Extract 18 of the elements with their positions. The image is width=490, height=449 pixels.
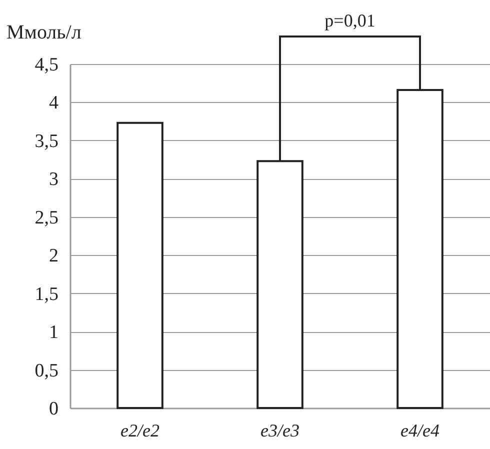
x-tick-label: e3/e3 xyxy=(260,420,300,440)
y-tick-label: 2 xyxy=(49,246,58,267)
y-tick-label: 1,5 xyxy=(34,284,58,305)
x-tick-label: e4/e4 xyxy=(400,420,440,440)
bar xyxy=(396,88,444,409)
bar xyxy=(116,122,164,409)
y-tick-label: 1 xyxy=(49,322,58,344)
y-tick-label: 0 xyxy=(49,398,58,420)
bar xyxy=(256,160,304,409)
y-tick-label: 4,5 xyxy=(34,54,58,76)
text: p=0,01 xyxy=(324,10,376,30)
y-axis-title: Ммоль/л xyxy=(6,22,82,44)
y-tick-label: 2,5 xyxy=(34,207,58,228)
y-tick-label: 3 xyxy=(49,169,58,190)
y-tick-label: 0,5 xyxy=(34,360,58,382)
y-tick-label: 3,5 xyxy=(34,130,58,152)
x-tick-label: e2/e2 xyxy=(120,420,160,440)
y-tick-label: 4 xyxy=(49,92,59,114)
